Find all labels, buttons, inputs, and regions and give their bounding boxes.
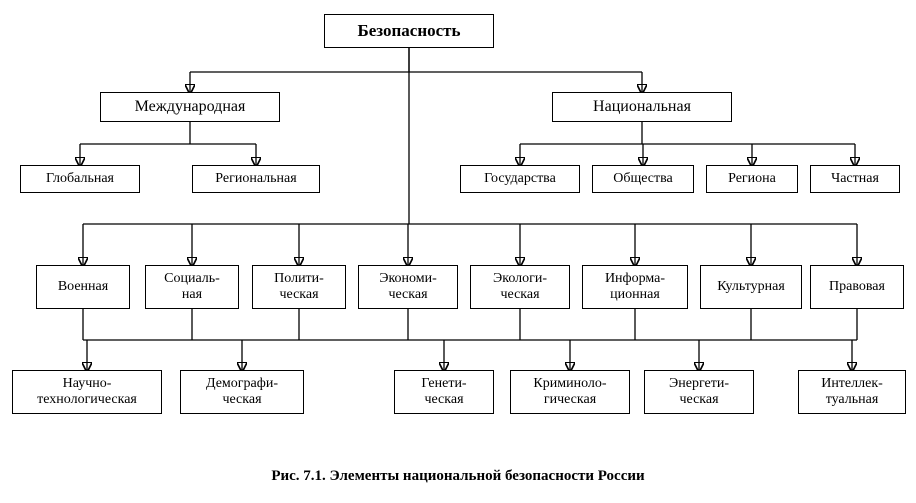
node-ener: Энергети-ческая (644, 370, 754, 414)
node-intl: Международная (100, 92, 280, 122)
node-ecol: Экологи-ческая (470, 265, 570, 309)
node-intel: Интеллек-туальная (798, 370, 906, 414)
node-milit: Военная (36, 265, 130, 309)
node-prav: Правовая (810, 265, 904, 309)
node-regn: Региональная (192, 165, 320, 193)
node-natl: Национальная (552, 92, 732, 122)
edges-layer (0, 0, 916, 503)
node-root: Безопасность (324, 14, 494, 48)
node-info: Информа-ционная (582, 265, 688, 309)
node-glob: Глобальная (20, 165, 140, 193)
node-demo: Демографи-ческая (180, 370, 304, 414)
node-sci: Научно-технологическая (12, 370, 162, 414)
node-econ: Экономи-ческая (358, 265, 458, 309)
node-regi: Региона (706, 165, 798, 193)
node-socl: Социаль-ная (145, 265, 239, 309)
node-crim: Криминоло-гическая (510, 370, 630, 414)
node-polit: Полити-ческая (252, 265, 346, 309)
node-cult: Культурная (700, 265, 802, 309)
node-gos: Государства (460, 165, 580, 193)
node-gene: Генети-ческая (394, 370, 494, 414)
figure-caption: Рис. 7.1. Элементы национальной безопасн… (0, 468, 916, 485)
node-chast: Частная (810, 165, 900, 193)
node-obsh: Общества (592, 165, 694, 193)
